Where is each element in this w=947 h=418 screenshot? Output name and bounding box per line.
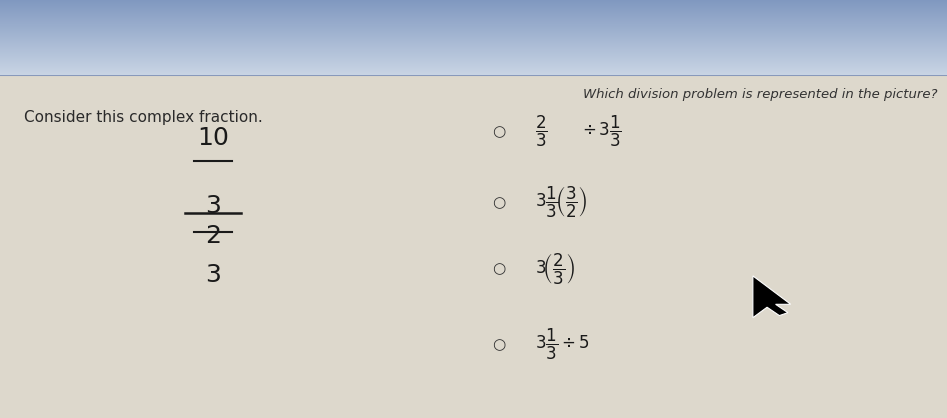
Text: $\dfrac{2}{3}$: $\dfrac{2}{3}$ [535, 114, 547, 149]
Text: $\bigcirc$: $\bigcirc$ [492, 195, 507, 211]
Text: Identifying the Division Problem: Identifying the Division Problem [24, 28, 480, 52]
Text: $\bigcirc$: $\bigcirc$ [492, 124, 507, 140]
FancyBboxPatch shape [0, 75, 947, 418]
Text: $3\dfrac{1}{3} \div 5$: $3\dfrac{1}{3} \div 5$ [535, 327, 590, 362]
Text: $\mathregular{2}$: $\mathregular{2}$ [205, 224, 221, 247]
Text: $\mathregular{3}$: $\mathregular{3}$ [205, 194, 221, 218]
Text: $\div\, 3\dfrac{1}{3}$: $\div\, 3\dfrac{1}{3}$ [582, 114, 622, 149]
Text: $\bigcirc$: $\bigcirc$ [492, 262, 507, 278]
Text: Which division problem is represented in the picture?: Which division problem is represented in… [583, 87, 938, 101]
Text: $\bigcirc$: $\bigcirc$ [492, 337, 507, 353]
Text: Consider this complex fraction.: Consider this complex fraction. [24, 110, 262, 125]
Text: $3\dfrac{1}{3}\!\left(\dfrac{3}{2}\right)$: $3\dfrac{1}{3}\!\left(\dfrac{3}{2}\right… [535, 185, 588, 220]
Polygon shape [753, 276, 791, 318]
Text: $\mathregular{10}$: $\mathregular{10}$ [197, 127, 229, 150]
Text: $\mathregular{3}$: $\mathregular{3}$ [205, 263, 221, 287]
Text: $3\!\left(\dfrac{2}{3}\right)$: $3\!\left(\dfrac{2}{3}\right)$ [535, 252, 575, 287]
